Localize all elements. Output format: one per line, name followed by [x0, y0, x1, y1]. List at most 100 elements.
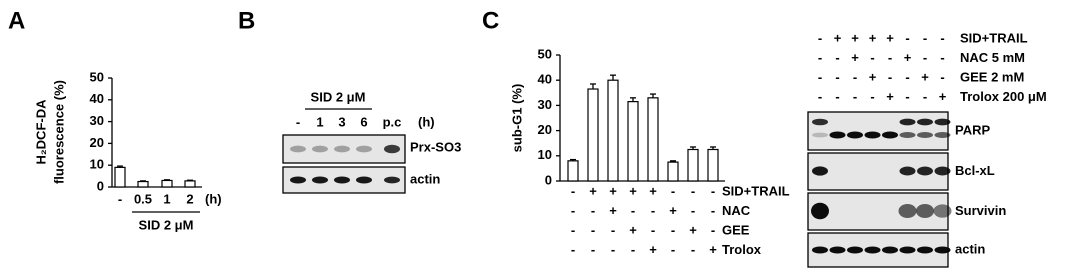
condition-sign: +: [629, 183, 637, 198]
condition-sign: -: [940, 30, 944, 45]
condition-sign: -: [671, 242, 675, 257]
band: [812, 246, 828, 254]
band: [312, 145, 328, 153]
condition-sign: +: [851, 50, 859, 65]
condition-sign: -: [571, 183, 575, 198]
y-tick-label: 10: [90, 157, 104, 172]
band: [812, 166, 828, 176]
band: [899, 166, 916, 176]
y-tick-label: 0: [97, 178, 104, 193]
panel-label: B: [238, 7, 255, 34]
band: [934, 132, 951, 138]
lane-label: 3: [338, 114, 345, 129]
y-tick-label: 30: [90, 113, 104, 128]
condition-sign: -: [651, 203, 655, 218]
row-label: Survivin: [955, 203, 1006, 218]
condition-sign: -: [691, 183, 695, 198]
bar: [161, 179, 173, 188]
band: [917, 132, 933, 138]
condition-label: SID+TRAIL: [960, 30, 1028, 45]
condition-sign: -: [818, 89, 822, 104]
condition-sign: +: [689, 222, 697, 237]
condition-sign: -: [591, 203, 595, 218]
band: [934, 166, 951, 176]
x-tick-label: 0.5: [134, 191, 152, 206]
condition-sign: +: [649, 242, 657, 257]
y-axis-label: H₂DCF-DA: [33, 99, 48, 165]
bar: [627, 101, 639, 182]
y-tick-label: 50: [538, 46, 552, 61]
panel-label: A: [8, 7, 25, 34]
band: [933, 204, 952, 218]
condition-sign: +: [649, 183, 657, 198]
condition-sign: -: [591, 222, 595, 237]
band: [864, 131, 881, 139]
condition-sign: -: [923, 89, 927, 104]
condition-sign: -: [853, 89, 857, 104]
lane-label: 6: [360, 114, 367, 129]
band: [916, 204, 934, 218]
condition-sign: -: [923, 30, 927, 45]
band: [899, 118, 916, 126]
condition-sign: -: [905, 89, 909, 104]
band: [812, 118, 828, 126]
band: [334, 176, 350, 184]
band: [898, 204, 917, 218]
condition-sign: -: [711, 183, 715, 198]
condition-sign: -: [835, 50, 839, 65]
x-tick-label: 2: [186, 191, 193, 206]
condition-sign: -: [835, 69, 839, 84]
condition-sign: -: [571, 242, 575, 257]
condition-sign: -: [691, 203, 695, 218]
condition-sign: -: [888, 69, 892, 84]
condition-sign: -: [818, 30, 822, 45]
condition-sign: +: [886, 89, 894, 104]
condition-label: SID+TRAIL: [722, 183, 790, 198]
band: [812, 132, 828, 138]
band: [847, 246, 863, 254]
condition-label: NAC: [722, 203, 751, 218]
condition-label: NAC 5 mM: [960, 50, 1025, 65]
band: [882, 131, 898, 139]
condition-sign: -: [905, 69, 909, 84]
condition-sign: -: [571, 203, 575, 218]
band: [384, 176, 400, 184]
condition-sign: +: [939, 89, 947, 104]
condition-label: GEE 2 mM: [960, 69, 1024, 84]
condition-sign: -: [671, 183, 675, 198]
band: [356, 176, 372, 184]
row-label: Prx-SO3: [410, 139, 461, 154]
band: [312, 176, 328, 184]
band: [899, 132, 916, 138]
band: [847, 131, 863, 139]
band: [290, 145, 306, 153]
band: [829, 131, 846, 139]
y-tick-label: 20: [538, 122, 552, 137]
y-tick-label: 50: [90, 69, 104, 84]
band: [917, 246, 933, 254]
condition-sign: -: [888, 50, 892, 65]
band: [882, 246, 898, 254]
condition-sign: +: [629, 222, 637, 237]
condition-sign: +: [609, 183, 617, 198]
bar: [647, 97, 659, 182]
condition-sign: -: [818, 69, 822, 84]
condition-sign: -: [651, 222, 655, 237]
lane-label: p.c: [383, 114, 402, 129]
band: [934, 246, 951, 254]
x-axis-label: SID 2 μM: [139, 217, 194, 232]
blot-frame: [807, 111, 949, 151]
condition-sign: +: [921, 69, 929, 84]
condition-sign: -: [611, 222, 615, 237]
condition-sign: -: [611, 242, 615, 257]
condition-sign: -: [631, 242, 635, 257]
condition-sign: +: [589, 183, 597, 198]
y-tick-label: 30: [538, 97, 552, 112]
bar: [667, 161, 679, 182]
bar: [114, 166, 126, 188]
condition-sign: -: [711, 203, 715, 218]
band: [290, 176, 306, 184]
condition-sign: -: [671, 222, 675, 237]
condition-sign: -: [940, 69, 944, 84]
